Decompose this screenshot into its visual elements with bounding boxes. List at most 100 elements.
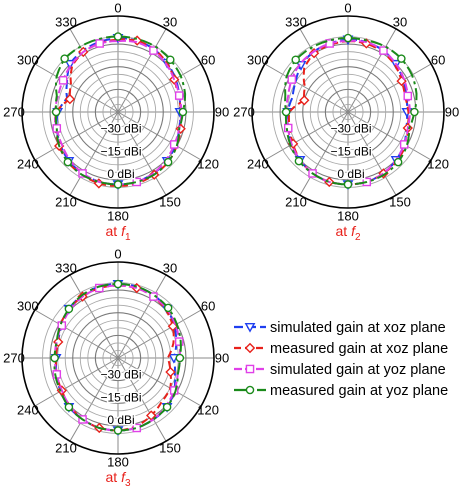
grid-ring: [72, 66, 164, 158]
grid-spoke: [69, 357, 119, 442]
series-point: [291, 55, 300, 64]
grid-ring: [64, 58, 172, 166]
series-point: [175, 353, 185, 363]
outer-ring: [251, 15, 445, 209]
angle-tick: 270: [3, 105, 25, 120]
series-line: [284, 37, 418, 186]
angle-tick: 120: [427, 157, 449, 172]
series-point: [281, 107, 291, 117]
caption-var: f: [351, 223, 357, 239]
legend-marker: [244, 342, 256, 354]
grid-spoke: [299, 111, 349, 196]
angle-tick: 300: [247, 53, 269, 68]
legend-label: simulated gain at yoz plane: [270, 362, 446, 378]
angle-tick: 30: [393, 14, 407, 29]
series-point: [95, 39, 104, 48]
series-point: [78, 169, 87, 178]
grid-spoke: [117, 111, 167, 196]
series-point: [94, 283, 104, 293]
series-point: [287, 75, 297, 84]
legend-item: simulated gain at yoz plane: [234, 362, 446, 378]
series-point: [165, 366, 176, 378]
legend-marker-shape: [245, 364, 255, 374]
caption-prefix: at: [105, 223, 121, 239]
angle-tick: 120: [197, 403, 219, 418]
series-point: [51, 107, 61, 117]
angle-tick: 180: [107, 209, 129, 224]
legend-marker-shape: [244, 322, 256, 333]
series-point: [50, 353, 59, 363]
radial-labels: 0 dBi −15 dBi −30 dBi: [99, 366, 143, 428]
legend-label: simulated gain at xoz plane: [270, 320, 446, 336]
legend-item: measured gain at xoz plane: [234, 341, 448, 357]
grid-spoke: [117, 309, 202, 359]
series-point: [149, 46, 158, 55]
legend-marker: [245, 385, 255, 395]
grid-spoke: [117, 28, 167, 113]
radial-label: 0 dBi: [107, 167, 134, 181]
radial-labels: −30 dBi −15 dBi 0 dBi: [99, 120, 143, 182]
radial-label: −30 dBi: [100, 368, 141, 382]
spokes: [22, 16, 214, 208]
series-group: [50, 279, 185, 437]
angle-tick: 60: [201, 299, 215, 314]
legend-item: simulated gain at xoz plane: [234, 320, 446, 336]
angle-tick: 210: [285, 195, 307, 210]
angle-tick: 150: [389, 195, 411, 210]
angle-tick: 0: [114, 247, 121, 262]
grid-ring: [102, 342, 134, 374]
radial-labels: −30 dBi −15 dBi 0 dBi: [329, 120, 373, 182]
grid-spoke: [34, 357, 119, 407]
radial-label: −15 dBi: [100, 390, 141, 404]
grid-ring: [302, 66, 394, 158]
grid-spoke: [69, 28, 119, 113]
legend-label: measured gain at xoz plane: [270, 341, 448, 357]
grid-ring: [332, 96, 364, 128]
grid-spoke: [117, 63, 202, 113]
series-point: [163, 157, 173, 167]
grid-ring: [110, 104, 126, 120]
series-point: [64, 93, 76, 105]
grid-ring: [102, 96, 134, 128]
series-point: [343, 180, 353, 189]
angle-tick: 300: [17, 299, 39, 314]
polar-chart-f1: −30 dBi −15 dBi 0 dBi 0 30 60 90 120 150…: [3, 1, 229, 244]
chart-caption: at f2: [335, 223, 360, 243]
angle-tick: 90: [215, 105, 229, 120]
grid-spoke: [117, 111, 202, 161]
grid-ring: [49, 289, 187, 427]
legend-item: measured gain at yoz plane: [234, 383, 448, 399]
series-point: [113, 426, 123, 435]
grid-spoke: [69, 274, 119, 359]
grid-spoke: [34, 111, 119, 161]
radial-label: −15 dBi: [100, 144, 141, 158]
series-point: [113, 32, 123, 41]
angle-tick: 300: [17, 53, 39, 68]
caption-prefix: at: [105, 469, 121, 485]
caption-var: f: [121, 469, 127, 485]
series-point: [403, 91, 413, 101]
grid-ring: [317, 81, 379, 143]
series-point: [60, 54, 69, 63]
angle-tick: 0: [344, 1, 351, 16]
series-group: [51, 32, 188, 191]
grid-ring: [324, 88, 372, 136]
legend-marker: [245, 364, 255, 374]
radial-label: −30 dBi: [330, 122, 371, 136]
grid-ring: [87, 81, 149, 143]
polar-chart-f2: −30 dBi −15 dBi 0 dBi 0 30 60 90 120 150…: [233, 1, 459, 244]
angle-ticks: 0 30 60 90 120 150 180 210 240 270 300 3…: [233, 1, 459, 224]
radial-label: −30 dBi: [100, 122, 141, 136]
polar-chart-f3: 0 dBi −15 dBi −30 dBi 0 30 60 90 120 150…: [3, 247, 229, 490]
grid-spoke: [117, 357, 167, 442]
series-point: [410, 107, 419, 117]
caption-sub: 2: [355, 232, 361, 243]
series-point: [343, 33, 353, 43]
series-point: [166, 55, 175, 64]
series-group: [281, 33, 419, 191]
spokes: [252, 16, 444, 208]
grid-ring: [72, 312, 164, 404]
grid-ring: [87, 327, 149, 389]
angle-tick: 90: [215, 351, 229, 366]
series-point: [397, 54, 406, 63]
